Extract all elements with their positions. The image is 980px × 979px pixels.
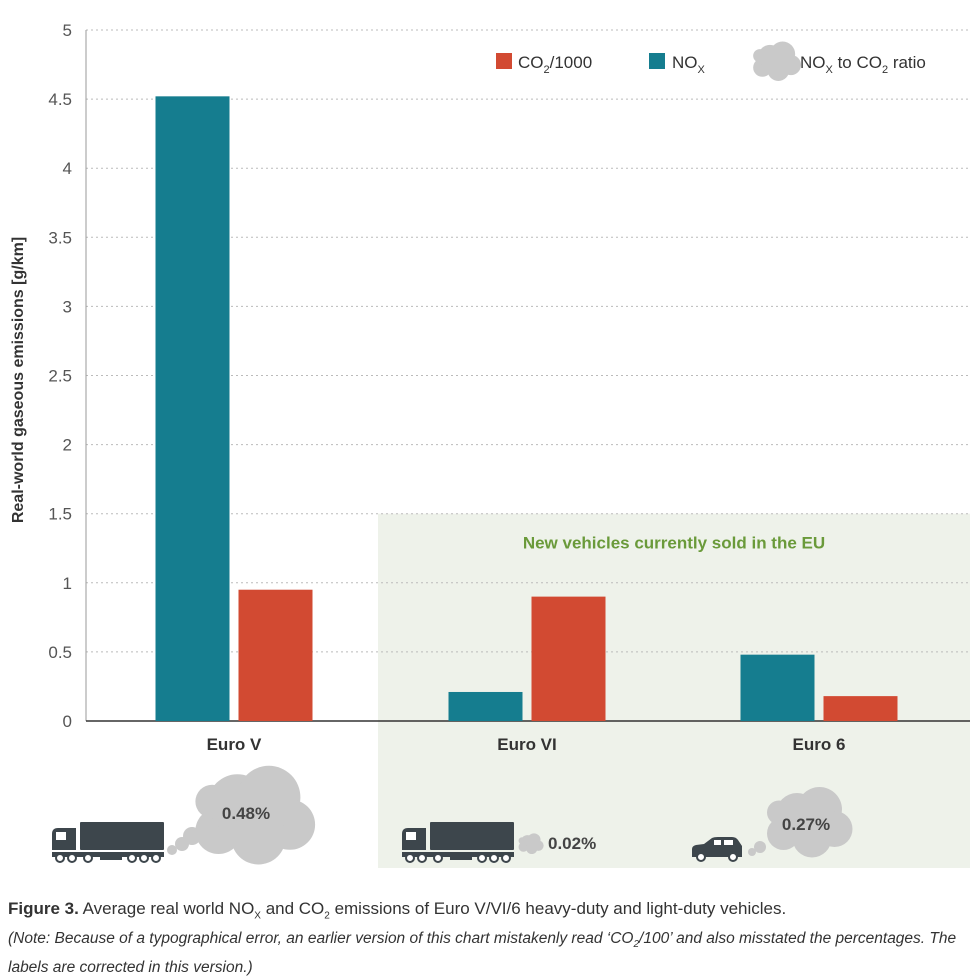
bar-chart: New vehicles currently sold in the EU 00… [10,21,970,868]
bar-nox-euro-vi [448,691,523,721]
bar-co21000-euro-vi [531,596,606,721]
y-axis-label: Real-world gaseous emissions [g/km] [10,237,27,523]
euro-v-ratio-label: 0.48% [222,804,270,823]
category-labels: Euro V Euro VI Euro 6 [207,735,846,754]
bars [155,96,898,721]
y-axis-ticks: 0 0.5 1 1.5 2 2.5 3 3.5 4 4.5 5 [48,21,72,731]
bar-co21000-euro-6 [823,696,898,721]
y-tick-label: 3.5 [48,228,72,247]
legend: CO2/1000 NOX NOX to CO2 ratio [496,41,926,81]
y-tick-label: 1.5 [48,505,72,524]
y-tick-label: 2 [63,436,72,455]
euro-6-smoke-puffs [748,841,766,856]
bar-co21000-euro-v [238,589,313,721]
y-tick-label: 3 [63,297,72,316]
bar-nox-euro-6 [740,654,815,721]
bar-nox-euro-v [155,96,230,721]
x-category-label: Euro V [207,735,262,754]
legend-label-co2: CO2/1000 [518,53,592,76]
x-category-label: Euro 6 [793,735,846,754]
caption-note: (Note: Because of a typographical error,… [8,930,957,977]
highlight-region-label: New vehicles currently sold in the EU [523,534,825,553]
y-tick-label: 0 [63,712,72,731]
y-tick-label: 2.5 [48,367,72,386]
euro-vi-truck-icon [401,821,515,863]
y-tick-label: 4.5 [48,90,72,109]
highlight-region [378,513,970,868]
caption-main: Figure 3. Average real world NOX and CO2… [8,899,787,922]
y-tick-label: 4 [63,159,72,178]
gridlines [86,29,970,653]
legend-cloud-icon [753,41,802,81]
euro-v-truck-icon [51,821,165,863]
y-tick-label: 1 [63,574,72,593]
y-tick-label: 0.5 [48,643,72,662]
legend-swatch-co2 [496,53,512,69]
legend-label-nox: NOX [672,53,706,76]
legend-label-ratio: NOX to CO2 ratio [800,53,926,76]
figure-label: Figure 3. [8,899,79,918]
y-tick-label: 5 [63,21,72,40]
figure-caption: Figure 3. Average real world NOX and CO2… [8,897,974,979]
euro-6-car-icon [692,837,742,862]
legend-swatch-nox [649,53,665,69]
euro-vi-ratio-label: 0.02% [548,834,596,853]
euro-6-ratio-label: 0.27% [782,815,830,834]
x-category-label: Euro VI [497,735,557,754]
